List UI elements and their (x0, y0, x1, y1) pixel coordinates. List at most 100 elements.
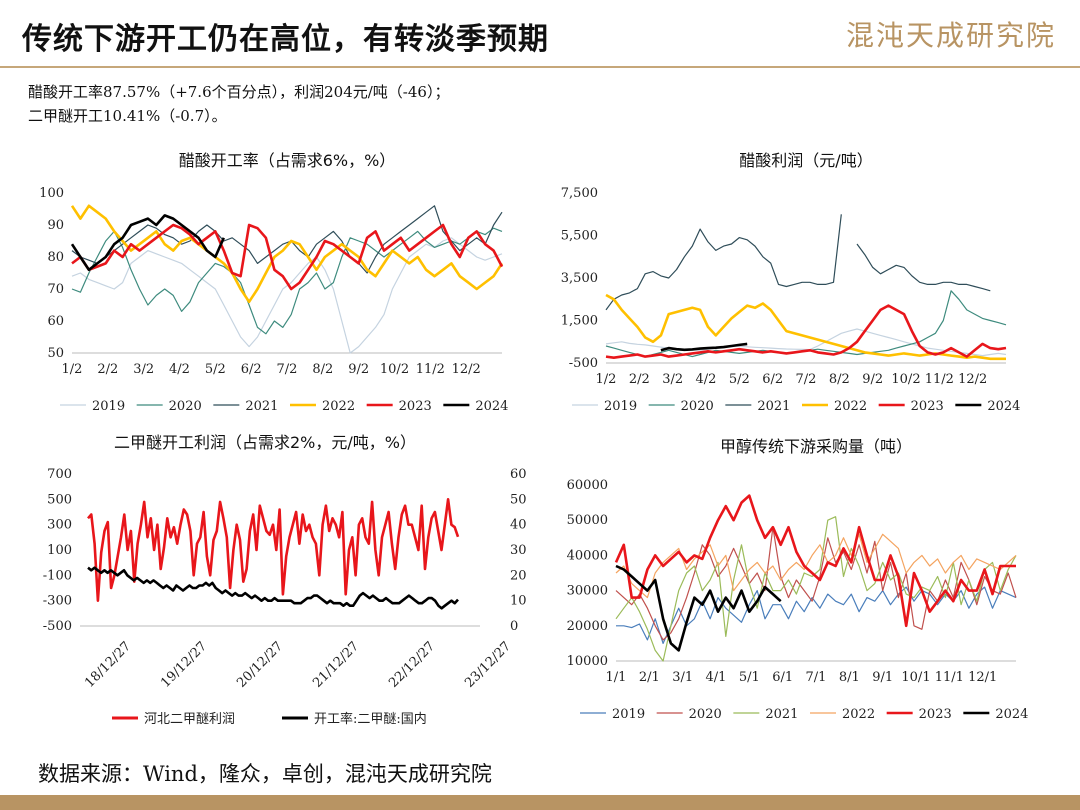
series-line-2023 (71, 223, 504, 291)
series-line-2024 (70, 214, 225, 272)
x-tick-label: 11/1 (935, 670, 964, 685)
series-line-2022 (70, 204, 504, 304)
header: 传统下游开工仍在高位，有转淡季预期 混沌天成研究院 (0, 0, 1080, 70)
y-tick-label: 5,500 (561, 229, 598, 244)
x-tick-label: 6/2 (762, 372, 783, 387)
series-line-2021 (71, 205, 503, 274)
y-tick-label: 3,500 (561, 271, 598, 286)
x-tick-label: 5/2 (729, 372, 750, 387)
y-tick-label-left: 500 (47, 492, 72, 507)
series-line-开工率:二甲醚:国内 (87, 566, 459, 610)
legend-label: 2022 (322, 399, 355, 414)
series-line-2021 (605, 214, 991, 311)
chart-title: 醋酸开工率（占需求6%，%） (179, 151, 396, 170)
legend-label: 2023 (399, 399, 432, 414)
summary: 醋酸开工率87.57%（+7.6个百分点），利润204元/吨（-46）； 二甲醚… (28, 80, 449, 128)
x-tick-label: 4/2 (696, 372, 717, 387)
legend-label: 2024 (995, 707, 1028, 722)
x-tick-label: 2/1 (639, 670, 660, 685)
legend-label: 河北二甲醚利润 (144, 712, 235, 727)
y-tick-label: 50000 (567, 513, 608, 528)
x-tick-label: 22/12/27 (386, 639, 438, 691)
legend-label: 2020 (689, 707, 722, 722)
x-tick-label: 7/2 (277, 362, 298, 377)
legend-label: 2023 (911, 399, 944, 414)
y-tick-label-right: 20 (510, 568, 527, 583)
x-tick-label: 4/2 (169, 362, 190, 377)
y-tick-label-right: 50 (510, 492, 527, 507)
series-line-2020 (71, 227, 503, 335)
y-tick-label: 1,500 (561, 314, 598, 329)
x-tick-label: 3/1 (672, 670, 693, 685)
series-line-2024 (615, 564, 782, 652)
x-tick-label: 20/12/27 (234, 639, 286, 691)
x-tick-label: 1/2 (62, 362, 83, 377)
series-line-河北二甲醚利润 (87, 498, 460, 602)
x-tick-label: 10/1 (901, 670, 930, 685)
x-tick-label: 5/1 (739, 670, 760, 685)
x-tick-label: 3/2 (133, 362, 154, 377)
x-tick-label: 8/1 (839, 670, 860, 685)
x-tick-label: 8/2 (829, 372, 850, 387)
x-tick-label: 5/2 (205, 362, 226, 377)
legend-label: 2019 (604, 399, 637, 414)
source-note: 数据来源：Wind，隆众，卓创，混沌天成研究院 (38, 762, 492, 786)
x-tick-label: 19/12/27 (158, 639, 210, 691)
y-tick-label: 100 (39, 186, 64, 201)
y-tick-label: 50 (47, 346, 64, 361)
chart-title: 甲醇传统下游采购量（吨） (720, 437, 912, 456)
legend-label: 2021 (757, 399, 790, 414)
page-title: 传统下游开工仍在高位，有转淡季预期 (22, 22, 549, 57)
y-tick-label-right: 30 (510, 543, 527, 558)
x-tick-label: 1/2 (596, 372, 617, 387)
y-tick-label: 90 (47, 218, 64, 233)
y-tick-label-right: 60 (510, 467, 527, 482)
x-tick-label: 23/12/27 (462, 639, 514, 691)
legend-label: 2024 (475, 399, 508, 414)
legend-label: 2020 (681, 399, 714, 414)
y-tick-label-left: -500 (43, 619, 72, 634)
legend-label: 2024 (987, 399, 1020, 414)
methanol-downstream-purchase-chart: 甲醇传统下游采购量（吨） 60000 50000 40000 30000 20000 100… (567, 437, 1029, 722)
x-tick-label: 9/2 (348, 362, 369, 377)
x-tick-label: 12/1 (968, 670, 997, 685)
y-tick-label-left: -100 (43, 568, 72, 583)
y-tick-label: 70 (47, 282, 64, 297)
legend-label: 2021 (765, 707, 798, 722)
y-tick-label-right: 10 (510, 594, 527, 609)
x-tick-label: 21/12/27 (310, 639, 362, 691)
x-tick-label: 6/2 (241, 362, 262, 377)
y-tick-label-left: -300 (43, 594, 72, 609)
y-tick-label-right: 40 (510, 518, 527, 533)
x-tick-label: 12/2 (958, 372, 987, 387)
y-tick-label-left: 700 (47, 467, 72, 482)
x-tick-label: 10/2 (380, 362, 409, 377)
x-tick-label: 9/1 (872, 670, 893, 685)
y-tick-label-left: 300 (47, 518, 72, 533)
x-tick-label: 7/2 (796, 372, 817, 387)
y-tick-label: 60 (47, 314, 64, 329)
legend-label: 2022 (834, 399, 867, 414)
series-line-2019 (71, 237, 503, 354)
x-tick-label: 8/2 (312, 362, 333, 377)
x-tick-label: 11/2 (925, 372, 954, 387)
x-tick-label: 2/2 (97, 362, 118, 377)
acetic-acid-utilization-chart: 醋酸开工率（占需求6%，%） 100 90 80 70 60 501/2 2/2 3/2 4/2 5… (39, 151, 508, 414)
legend-label: 2019 (612, 707, 645, 722)
y-tick-label-left: 100 (47, 543, 72, 558)
x-tick-label: 18/12/27 (82, 639, 134, 691)
x-tick-label: 11/2 (416, 362, 445, 377)
y-tick-label: -500 (569, 356, 598, 371)
x-tick-label: 1/1 (606, 670, 627, 685)
x-tick-label: 12/2 (452, 362, 481, 377)
y-tick-label: 10000 (567, 654, 608, 669)
y-tick-label: 80 (47, 250, 64, 265)
legend-label: 2020 (169, 399, 202, 414)
series-line-2023 (605, 304, 1007, 359)
brand-logo: 混沌天成研究院 (845, 19, 1056, 52)
y-tick-label: 20000 (567, 619, 608, 634)
series-line-2021 (615, 516, 1017, 662)
chart-title: 醋酸利润（元/吨） (739, 151, 872, 170)
series-line-2023 (614, 494, 1016, 628)
